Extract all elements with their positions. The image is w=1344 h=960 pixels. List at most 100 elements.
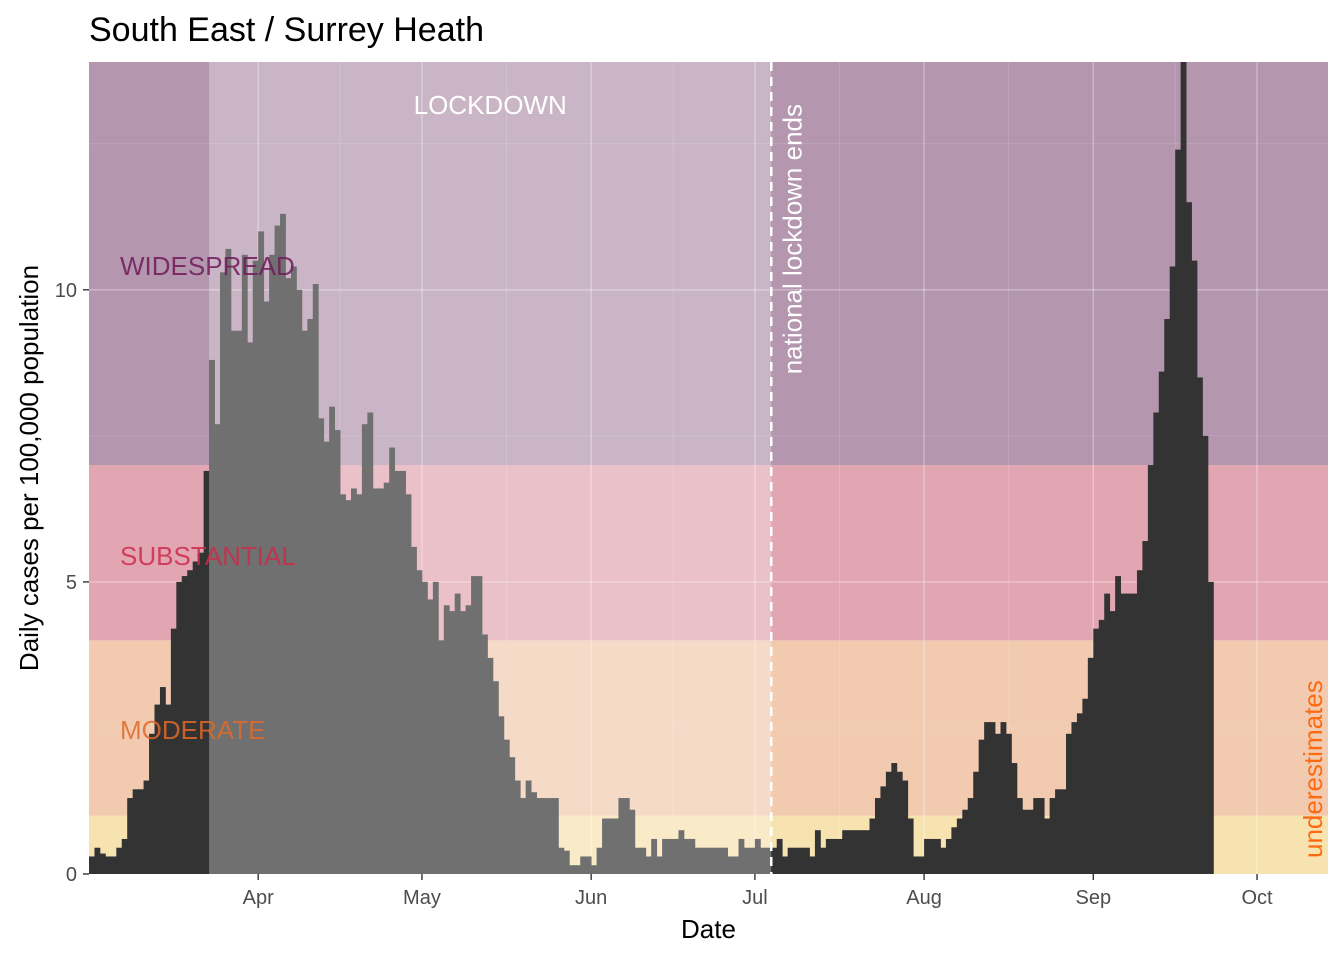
x-tick-label: Apr — [243, 887, 274, 909]
bar — [1082, 698, 1089, 874]
bar — [1164, 319, 1171, 874]
x-tick-label: Jul — [742, 887, 768, 909]
bar — [1175, 149, 1182, 874]
bar — [1071, 722, 1078, 874]
bar — [138, 789, 144, 874]
bar — [765, 847, 772, 874]
bar — [110, 856, 117, 874]
bar — [585, 856, 592, 874]
bar — [885, 771, 892, 874]
bar — [907, 818, 914, 874]
bar — [924, 838, 930, 874]
bar — [858, 830, 865, 874]
bar — [236, 330, 243, 874]
bar — [705, 847, 712, 874]
bar — [1104, 593, 1111, 874]
chart-title: South East / Surrey Heath — [89, 11, 484, 49]
bar — [1066, 733, 1072, 874]
bar — [711, 847, 718, 874]
bar — [902, 780, 909, 874]
bar — [209, 359, 215, 874]
bar — [602, 818, 608, 874]
lockdown-shade — [209, 62, 772, 874]
bar — [793, 847, 799, 874]
bar — [367, 412, 374, 874]
bar — [372, 488, 379, 874]
x-axis: Apr May Jun Jul Aug Sep Oct — [243, 874, 1273, 909]
bar — [411, 546, 417, 874]
bar — [454, 593, 461, 874]
bar — [1027, 809, 1034, 874]
bar — [733, 856, 739, 874]
bar — [743, 847, 750, 874]
bar — [389, 447, 396, 874]
bar — [1109, 611, 1116, 874]
bar — [1076, 713, 1083, 874]
bar — [651, 838, 658, 874]
bar — [170, 628, 177, 874]
bar — [918, 856, 925, 874]
overlay: LOCKDOWN national lockdown ends — [209, 62, 807, 874]
bar — [350, 488, 357, 874]
plot-panel: LOCKDOWN national lockdown ends MODERATE… — [89, 62, 1328, 875]
bar — [159, 687, 166, 874]
bar — [460, 611, 467, 874]
band-label-moderate: MODERATE — [120, 715, 265, 745]
x-tick-label: Jun — [575, 887, 607, 909]
bar — [334, 430, 341, 874]
bar — [258, 231, 265, 875]
bar — [219, 272, 226, 875]
bar — [945, 838, 952, 874]
bar — [280, 213, 286, 874]
bar — [105, 856, 112, 874]
lockdown-end-label: national lockdown ends — [777, 104, 807, 374]
bar — [825, 838, 832, 874]
bar — [547, 798, 554, 874]
bar — [978, 739, 985, 874]
bar — [405, 494, 412, 874]
bar — [400, 470, 406, 874]
bar — [820, 847, 827, 874]
bar — [187, 570, 194, 874]
bar — [1115, 576, 1121, 874]
bar — [509, 757, 516, 874]
bar — [831, 838, 838, 874]
bar — [1016, 798, 1023, 874]
bar — [596, 847, 603, 874]
bar — [421, 581, 428, 874]
bar — [116, 847, 123, 874]
bar — [121, 838, 128, 874]
bar — [662, 838, 668, 874]
bar — [913, 856, 920, 874]
bar — [1158, 371, 1165, 874]
bar — [558, 847, 565, 874]
bar — [176, 581, 183, 874]
bar — [1000, 722, 1007, 874]
bar — [241, 254, 248, 874]
bar — [1093, 628, 1100, 874]
x-tick-label: Oct — [1241, 887, 1273, 909]
bar — [847, 830, 854, 874]
bar — [1202, 435, 1209, 874]
bar — [1186, 202, 1192, 875]
bar — [771, 847, 778, 874]
bar — [951, 827, 958, 874]
bar — [492, 681, 499, 874]
bar — [465, 605, 472, 874]
bar — [618, 798, 625, 874]
bar — [542, 798, 548, 874]
bar — [154, 704, 161, 874]
bar — [481, 634, 488, 874]
bar — [225, 248, 232, 875]
bar — [1153, 412, 1160, 874]
bar — [356, 494, 363, 874]
band-label-substantial: SUBSTANTIAL — [120, 541, 296, 571]
bar — [591, 865, 598, 874]
bar — [869, 818, 876, 874]
bar — [1120, 593, 1127, 874]
bar — [569, 865, 576, 874]
x-axis-label: Date — [681, 914, 736, 944]
bar — [656, 856, 663, 874]
bar — [956, 818, 963, 874]
bar — [285, 278, 292, 874]
